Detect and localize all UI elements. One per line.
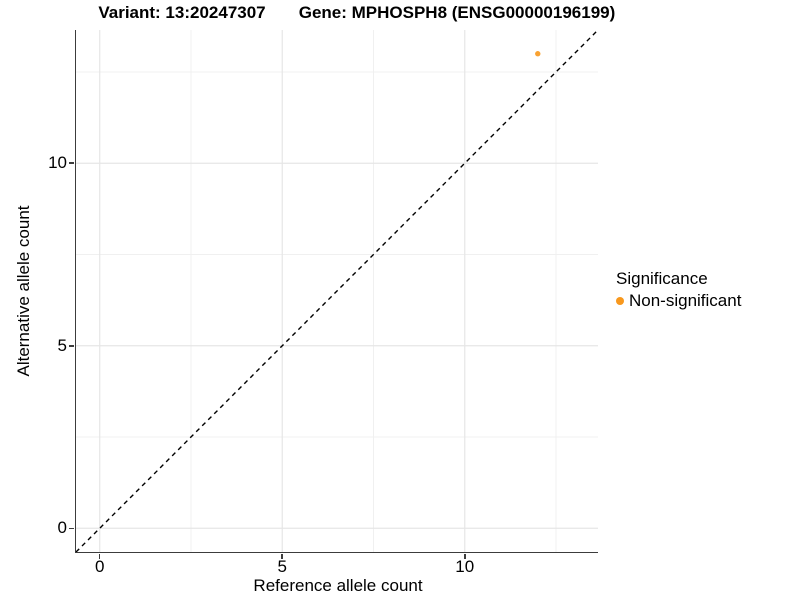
legend-item: Non-significant [616, 290, 741, 311]
y-tick-mark [69, 162, 74, 164]
legend-item-label: Non-significant [629, 291, 742, 310]
y-tick-label: 0 [57, 518, 67, 538]
x-tick-mark [281, 553, 283, 559]
gene-title: Gene: MPHOSPH8 (ENSG00000196199) [298, 3, 616, 22]
variant-title: Variant: 13:20247307 [98, 3, 266, 22]
legend: Significance Non-significant [616, 268, 741, 311]
y-tick-mark [69, 527, 74, 530]
x-tick-label: 5 [277, 557, 287, 576]
x-axis-title: Reference allele count [253, 576, 423, 595]
data-point [534, 51, 540, 57]
legend-dot-icon [616, 296, 624, 305]
y-tick-label: 5 [57, 335, 67, 355]
identity-dashed-line [75, 30, 598, 552]
y-tick-label: 10 [48, 153, 67, 173]
y-tick-mark [69, 345, 74, 347]
x-tick-label: 10 [455, 557, 475, 576]
y-axis-title: Alternative allele count [14, 205, 33, 377]
x-tick-mark [98, 553, 101, 559]
plot-area [74, 30, 598, 553]
plot-canvas [75, 30, 598, 552]
x-tick-mark [464, 553, 466, 559]
x-tick-label: 0 [94, 557, 105, 576]
legend-title: Significance [616, 269, 708, 288]
